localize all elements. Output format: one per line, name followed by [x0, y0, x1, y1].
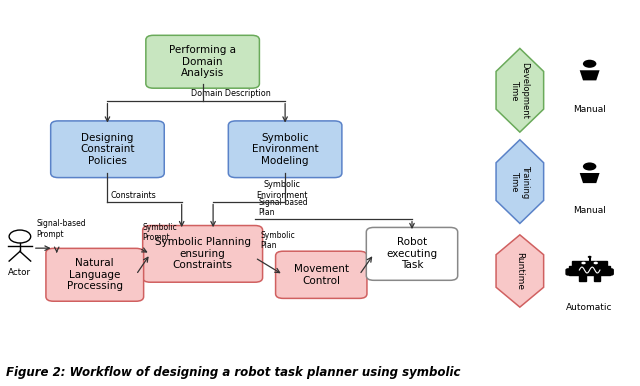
- FancyBboxPatch shape: [579, 274, 586, 281]
- FancyBboxPatch shape: [146, 35, 259, 88]
- Text: Manual: Manual: [573, 105, 606, 114]
- FancyBboxPatch shape: [228, 121, 342, 178]
- FancyBboxPatch shape: [594, 274, 600, 281]
- Text: Movement
Control: Movement Control: [294, 264, 349, 286]
- FancyBboxPatch shape: [572, 261, 607, 266]
- Text: Signal-based
Prompt: Signal-based Prompt: [36, 219, 86, 239]
- FancyBboxPatch shape: [600, 269, 613, 275]
- Text: Symbolic
Environment: Symbolic Environment: [256, 180, 308, 200]
- Circle shape: [583, 163, 596, 171]
- Circle shape: [583, 60, 596, 68]
- Text: Robot
executing
Task: Robot executing Task: [387, 237, 438, 271]
- Polygon shape: [580, 173, 600, 183]
- Text: Manual: Manual: [573, 206, 606, 215]
- FancyBboxPatch shape: [366, 227, 458, 280]
- Text: Development
Time: Development Time: [510, 62, 529, 119]
- Polygon shape: [496, 48, 543, 132]
- FancyBboxPatch shape: [569, 266, 611, 275]
- Text: Natural
Language
Processing: Natural Language Processing: [67, 258, 123, 291]
- Text: Signal-based
Plan: Signal-based Plan: [258, 198, 308, 217]
- Circle shape: [581, 262, 586, 264]
- Polygon shape: [496, 140, 543, 223]
- Polygon shape: [580, 70, 600, 80]
- Polygon shape: [496, 235, 543, 307]
- FancyBboxPatch shape: [46, 248, 143, 301]
- Text: Domain Description: Domain Description: [191, 89, 271, 98]
- Text: Figure 2: Workflow of designing a robot task planner using symbolic: Figure 2: Workflow of designing a robot …: [6, 366, 460, 379]
- Text: Automatic: Automatic: [566, 303, 613, 312]
- Text: Designing
Constraint
Policies: Designing Constraint Policies: [80, 133, 134, 166]
- Text: Constraints: Constraints: [111, 191, 156, 200]
- Text: Actor: Actor: [8, 267, 31, 276]
- FancyBboxPatch shape: [51, 121, 164, 178]
- Text: Performing a
Domain
Analysis: Performing a Domain Analysis: [169, 45, 236, 78]
- Text: Symbolic
Environment
Modeling: Symbolic Environment Modeling: [252, 133, 319, 166]
- Text: Runtime: Runtime: [515, 252, 524, 290]
- Text: Symbolic Planning
ensuring
Constraints: Symbolic Planning ensuring Constraints: [155, 237, 251, 271]
- Circle shape: [593, 262, 598, 264]
- Text: Symbolic
Prompt: Symbolic Prompt: [142, 223, 177, 242]
- FancyBboxPatch shape: [566, 269, 579, 275]
- Circle shape: [588, 256, 591, 258]
- FancyBboxPatch shape: [276, 251, 367, 298]
- Text: Training
Time: Training Time: [510, 165, 529, 198]
- Text: Symbolic
Plan: Symbolic Plan: [260, 231, 295, 250]
- FancyBboxPatch shape: [143, 225, 262, 282]
